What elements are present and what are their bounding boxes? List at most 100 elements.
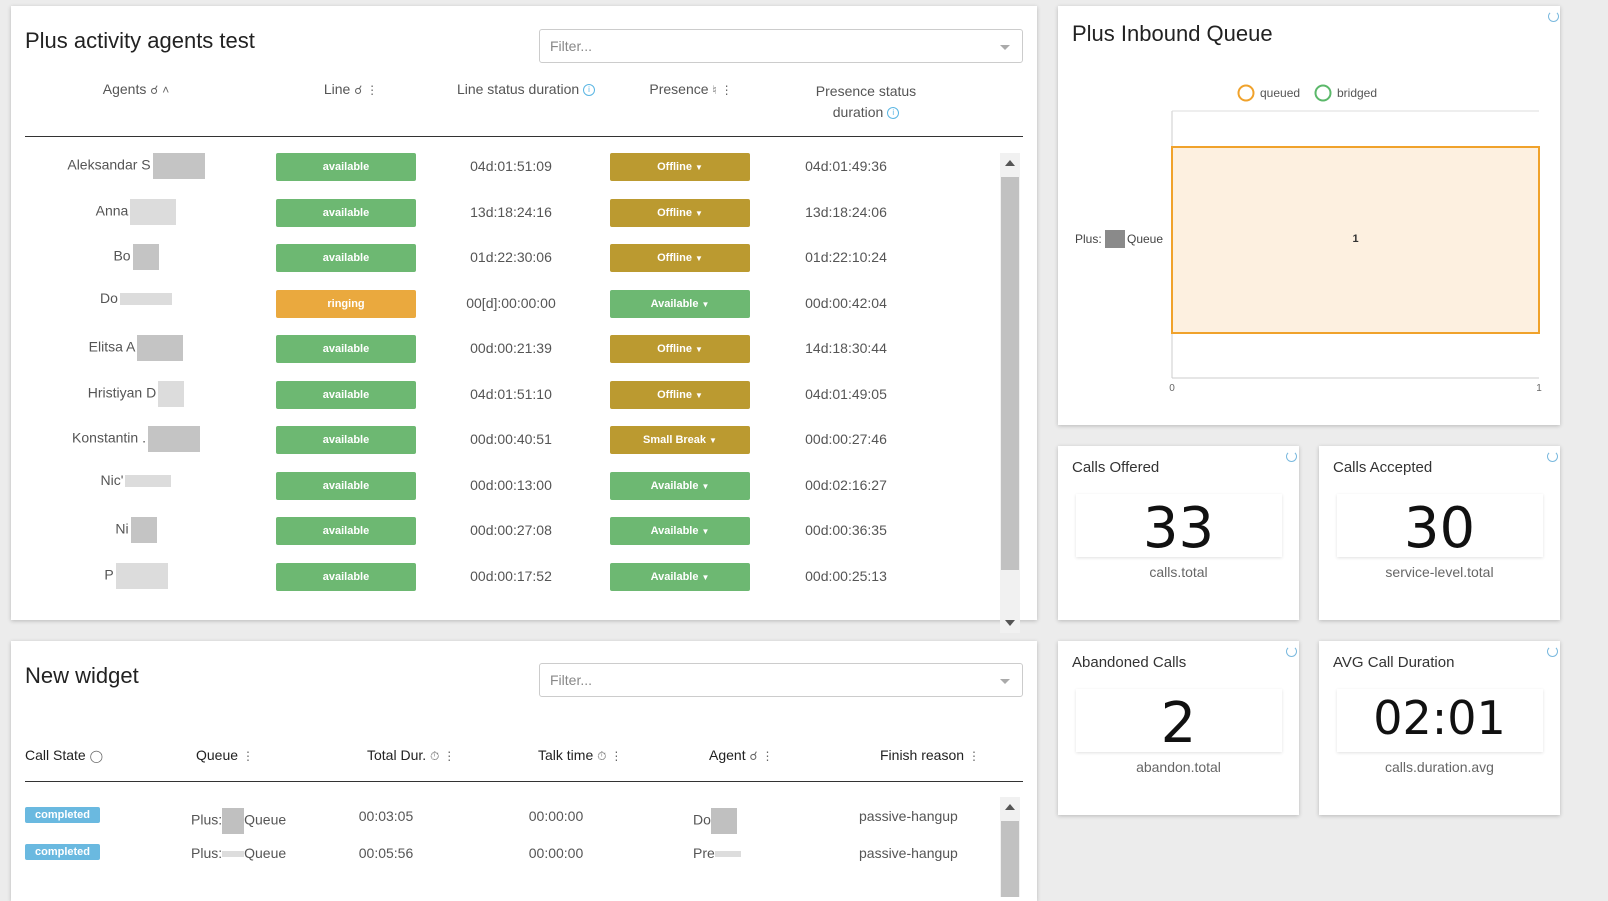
agent-name-text: Ni bbox=[115, 520, 129, 537]
stat-subtitle: service-level.total bbox=[1385, 564, 1494, 580]
header-queue-label: Queue bbox=[196, 747, 239, 763]
info-icon[interactable]: i bbox=[887, 107, 900, 120]
scroll-up-icon[interactable] bbox=[1005, 804, 1015, 810]
scroll-up-icon[interactable] bbox=[1005, 160, 1015, 166]
redacted-block bbox=[147, 426, 200, 452]
call-state-badge[interactable]: completed bbox=[25, 844, 101, 860]
redacted-block bbox=[152, 153, 205, 179]
queue-cell: Plus: Queue bbox=[191, 808, 286, 834]
calls-table-body: completed Plus: Queue 00:03:05 00:00:00 Do pas… bbox=[11, 791, 1001, 901]
presence-dropdown[interactable]: Offline ▼ bbox=[610, 153, 750, 181]
queue-cell: Plus: Queue bbox=[191, 845, 286, 861]
line-status-badge[interactable]: available bbox=[276, 335, 416, 363]
presence-status-duration: 04d:01:49:05 bbox=[805, 385, 887, 402]
sort-up-icon[interactable]: ˄ bbox=[162, 83, 170, 98]
more-vertical-icon[interactable]: ⋮ bbox=[443, 749, 456, 764]
header-call-state[interactable]: Call State ◯ bbox=[25, 747, 103, 763]
more-vertical-icon[interactable]: ⋮ bbox=[366, 83, 379, 98]
headset-icon: ☌ bbox=[749, 749, 758, 764]
more-vertical-icon[interactable]: ⋮ bbox=[720, 83, 733, 98]
presence-status-duration: 01d:22:10:24 bbox=[805, 249, 887, 265]
queue-chart-widget: Plus Inbound Queue queued bridged 1 Plus: Qu… bbox=[1058, 6, 1560, 425]
agents-filter-input[interactable]: Filter... bbox=[539, 29, 1023, 63]
line-status-badge[interactable]: available bbox=[276, 517, 416, 545]
more-vertical-icon[interactable]: ⋮ bbox=[241, 749, 254, 764]
presence-dropdown[interactable]: Offline ▼ bbox=[610, 198, 750, 227]
refresh-icon[interactable] bbox=[1286, 646, 1297, 657]
agent-name: Do bbox=[51, 290, 221, 306]
queue-chart-svg: queued bridged 1 Plus: Queue 0 1 bbox=[1075, 84, 1542, 394]
presence-dropdown[interactable]: Offline ▼ bbox=[610, 244, 750, 272]
agent-row: Do ringing 00[d]:00:00:00 Available ▼ 00d:00:… bbox=[11, 288, 1011, 334]
more-vertical-icon[interactable]: ⋮ bbox=[967, 749, 980, 764]
stat-subtitle: abandon.total bbox=[1136, 759, 1221, 775]
header-agent[interactable]: Agent ☌ ⋮ bbox=[709, 747, 773, 763]
presence-dropdown[interactable]: Available ▼ bbox=[610, 471, 750, 500]
header-line[interactable]: Line ☌ ⋮ bbox=[301, 81, 401, 97]
caret-down-icon: ▼ bbox=[709, 436, 717, 445]
header-finish-reason[interactable]: Finish reason ⋮ bbox=[880, 747, 980, 763]
presence-status-duration: 14d:18:30:44 bbox=[805, 340, 887, 356]
refresh-icon[interactable] bbox=[1547, 451, 1558, 462]
header-presence[interactable]: Presence ♮ ⋮ bbox=[631, 81, 751, 97]
presence-dropdown[interactable]: Available ▼ bbox=[610, 289, 750, 318]
stat-card: Abandoned Calls 2 abandon.total bbox=[1058, 641, 1299, 815]
headset-icon: ☌ bbox=[354, 83, 363, 98]
header-total-dur-label: Total Dur. bbox=[367, 747, 427, 763]
line-status-text: available bbox=[322, 570, 370, 583]
scroll-thumb[interactable] bbox=[1001, 821, 1019, 897]
caret-down-icon: ▼ bbox=[694, 345, 703, 354]
stat-title: AVG Call Duration bbox=[1333, 654, 1455, 671]
line-status-duration: 04d:01:51:09 bbox=[470, 158, 552, 174]
redacted-block bbox=[115, 562, 168, 589]
line-status-badge[interactable]: available bbox=[276, 380, 416, 409]
info-icon[interactable]: i bbox=[583, 84, 596, 97]
total-duration: 00:05:56 bbox=[358, 845, 414, 861]
chevron-down-icon[interactable] bbox=[1000, 679, 1010, 684]
line-status-badge[interactable]: available bbox=[276, 153, 416, 181]
more-vertical-icon[interactable]: ⋮ bbox=[610, 749, 623, 764]
calls-filter-input[interactable]: Filter... bbox=[539, 663, 1023, 697]
agents-scrollbar[interactable] bbox=[1000, 153, 1020, 633]
filter-placeholder: Filter... bbox=[550, 38, 593, 54]
refresh-icon[interactable] bbox=[1548, 11, 1559, 22]
presence-dropdown[interactable]: Available ▼ bbox=[610, 562, 750, 591]
chevron-down-icon[interactable] bbox=[1000, 45, 1010, 50]
line-status-text: available bbox=[322, 525, 370, 537]
agent-row: Anna available 13d:18:24:16 Offline ▼ 13d:18:… bbox=[11, 197, 1011, 243]
header-presence-status-duration[interactable]: Presence status duration i bbox=[791, 81, 941, 123]
line-status-badge[interactable]: available bbox=[276, 198, 416, 227]
call-state-badge[interactable]: completed bbox=[25, 807, 101, 823]
scroll-thumb[interactable] bbox=[1001, 177, 1019, 570]
queue-chart-title: Plus Inbound Queue bbox=[1072, 21, 1273, 46]
legend-label-queued: queued bbox=[1260, 86, 1300, 100]
presence-dropdown[interactable]: Small Break ▼ bbox=[610, 426, 750, 454]
agent-row: Ni available 00d:00:27:08 Available ▼ 00d:00:… bbox=[11, 515, 1011, 561]
header-queue[interactable]: Queue ⋮ bbox=[196, 747, 254, 763]
redacted-block bbox=[125, 474, 172, 487]
line-status-badge[interactable]: ringing bbox=[276, 289, 416, 318]
header-total-dur[interactable]: Total Dur. ⏱ ⋮ bbox=[367, 747, 455, 764]
stat-value: 33 bbox=[1142, 496, 1215, 561]
line-status-badge[interactable]: available bbox=[276, 244, 416, 272]
line-status-badge[interactable]: available bbox=[276, 562, 416, 591]
line-status-badge[interactable]: available bbox=[276, 471, 416, 500]
header-line-status-duration[interactable]: Line status duration i bbox=[441, 81, 611, 97]
agent-name-text: Konstantin . bbox=[72, 429, 146, 446]
caret-down-icon: ▼ bbox=[701, 299, 710, 309]
header-talk-time[interactable]: Talk time ⏱ ⋮ bbox=[538, 747, 622, 764]
header-agents[interactable]: Agents ☌ ˄ bbox=[81, 81, 191, 97]
presence-dropdown[interactable]: Available ▼ bbox=[610, 517, 750, 545]
line-status-duration: 04d:01:51:10 bbox=[470, 385, 552, 402]
presence-dropdown[interactable]: Offline ▼ bbox=[610, 380, 750, 409]
redacted-block bbox=[130, 198, 177, 225]
scroll-down-icon[interactable] bbox=[1005, 620, 1015, 626]
agent-name: Konstantin . bbox=[51, 426, 221, 452]
calls-scrollbar[interactable] bbox=[1000, 797, 1020, 897]
presence-dropdown[interactable]: Offline ▼ bbox=[610, 335, 750, 363]
more-vertical-icon[interactable]: ⋮ bbox=[761, 749, 774, 764]
refresh-icon[interactable] bbox=[1286, 451, 1297, 462]
presence-status-duration: 00d:00:42:04 bbox=[805, 294, 887, 311]
refresh-icon[interactable] bbox=[1547, 646, 1558, 657]
line-status-badge[interactable]: available bbox=[276, 426, 416, 454]
